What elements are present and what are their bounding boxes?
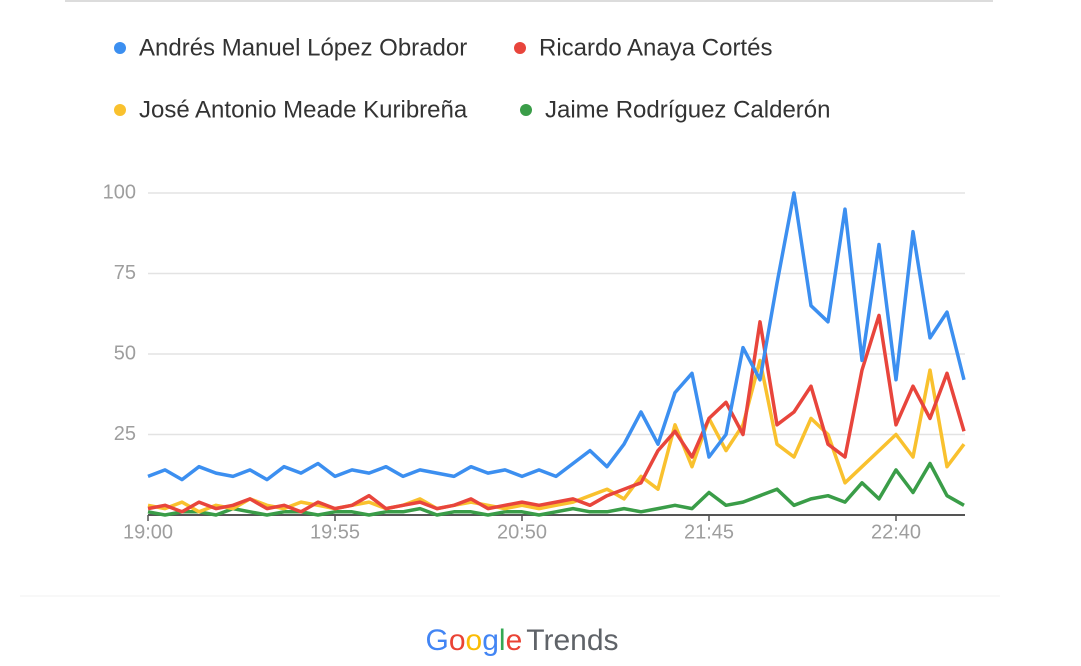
x-tick-label: 22:40 <box>871 521 921 543</box>
series-line <box>147 461 965 517</box>
x-tick-label: 19:00 <box>123 521 173 543</box>
legend-marker <box>514 42 526 54</box>
legend-label: Jaime Rodríguez Calderón <box>545 96 830 123</box>
legend: Andrés Manuel López Obrador Ricardo Anaya… <box>114 34 830 123</box>
x-tick-label: 19:55 <box>310 521 360 543</box>
x-tick-label: 20:50 <box>497 521 547 543</box>
x-tick-label: 21:45 <box>684 521 734 543</box>
logo-letter: o <box>466 624 483 657</box>
legend-label: Andrés Manuel López Obrador <box>139 34 467 61</box>
legend-label: José Antonio Meade Kuribreña <box>139 96 468 123</box>
lines <box>147 191 966 517</box>
logo-letter: e <box>506 624 523 657</box>
logo-letter: o <box>449 624 466 657</box>
legend-marker <box>520 104 532 116</box>
y-tick-label: 25 <box>114 423 136 445</box>
series-line <box>147 358 966 514</box>
series-line <box>147 191 966 482</box>
logo-letter: G <box>425 624 448 657</box>
logo-text: Trends <box>526 624 618 657</box>
grid: 25 50 75 100 19:00 19:55 20:50 21:45 22:40 <box>103 181 965 543</box>
logo-letter: g <box>482 624 499 657</box>
legend-marker <box>114 104 126 116</box>
logo: Google Trends <box>425 624 618 657</box>
y-tick-label: 50 <box>114 342 136 364</box>
y-tick-label: 75 <box>114 262 136 284</box>
y-tick-label: 100 <box>103 181 136 203</box>
legend-label: Ricardo Anaya Cortés <box>539 34 772 61</box>
series-line <box>147 313 966 514</box>
legend-marker <box>114 42 126 54</box>
logo-letter: l <box>499 624 506 657</box>
